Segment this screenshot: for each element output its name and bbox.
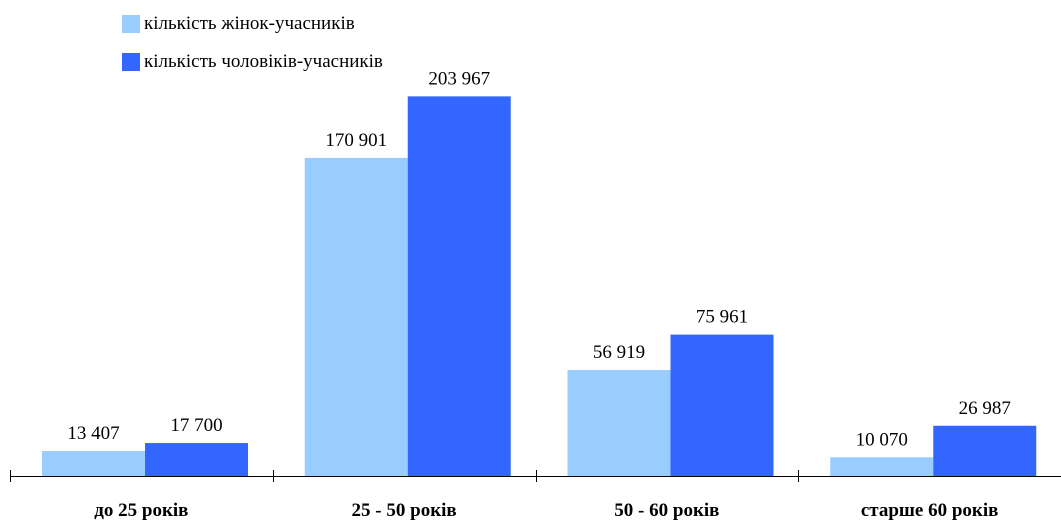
data-label-women: 170 901 xyxy=(325,130,387,151)
legend-swatch-men xyxy=(122,53,140,71)
category-label: 50 - 60 років xyxy=(614,500,719,521)
category-label: старше 60 років xyxy=(861,500,999,521)
data-label-men: 17 700 xyxy=(170,415,222,436)
data-label-women: 13 407 xyxy=(67,423,119,444)
data-label-women: 56 919 xyxy=(593,342,645,363)
category-label: 25 - 50 років xyxy=(352,500,457,521)
legend-label-men: кількість чоловіків-учасників xyxy=(144,51,383,72)
bar-men xyxy=(407,96,511,476)
legend-label-women: кількість жінок-учасників xyxy=(144,13,355,34)
data-label-women: 10 070 xyxy=(856,429,908,450)
bar-women xyxy=(830,457,934,476)
bar-women xyxy=(567,370,671,476)
data-label-men: 26 987 xyxy=(959,398,1011,419)
data-label-men: 203 967 xyxy=(428,68,490,89)
category-label: до 25 років xyxy=(94,500,188,521)
bar-men xyxy=(145,443,248,476)
legend-swatch-women xyxy=(122,15,140,33)
legend-item-women: кількість жінок-учасників xyxy=(122,12,383,36)
bar-men xyxy=(933,425,1037,476)
bar-men xyxy=(670,334,774,476)
legend-item-men: кількість чоловіків-учасників xyxy=(122,50,383,74)
bar-women xyxy=(304,157,408,477)
bar-women xyxy=(42,451,145,476)
data-label-men: 75 961 xyxy=(696,307,748,328)
chart-legend: кількість жінок-учасників кількість чоло… xyxy=(122,12,383,88)
